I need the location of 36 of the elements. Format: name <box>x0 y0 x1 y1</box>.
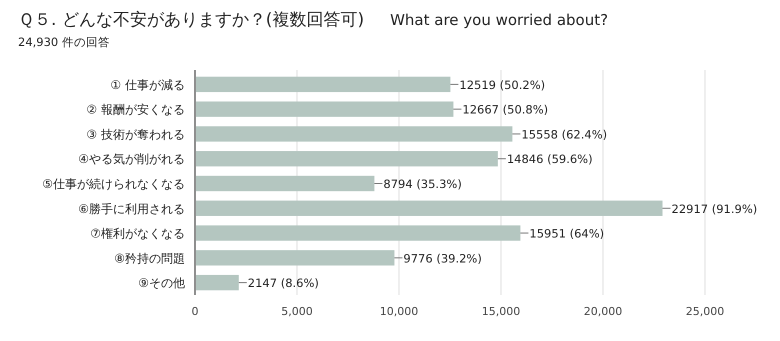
bar <box>196 151 498 166</box>
x-tick-label: 25,000 <box>686 305 724 318</box>
data-label: 12667 (50.8%) <box>462 102 548 117</box>
x-tick-label: 10,000 <box>380 305 418 318</box>
y-tick-label: ⑦権利がなくなる <box>90 226 185 241</box>
bar <box>196 250 394 266</box>
bar <box>196 101 454 117</box>
bar <box>196 225 520 241</box>
data-label: 12519 (50.2%) <box>459 78 546 92</box>
text: What are you worried about? <box>390 11 608 29</box>
y-tick-label: ③ 技術が奪われる <box>86 127 185 142</box>
bar <box>196 126 512 142</box>
y-tick-label: ⑤仕事が続けられなくなる <box>42 177 185 191</box>
chart-title: Ｑ５. どんな不安がありますか？(複数回答可) <box>18 10 364 30</box>
x-tick-label: 5,000 <box>281 305 313 318</box>
data-label: 9776 (39.2%) <box>403 251 482 266</box>
data-label: 8794 (35.3%) <box>383 177 462 191</box>
bar <box>196 274 239 290</box>
y-tick-label: ⑥勝手に利用される <box>78 202 185 216</box>
y-tick-label: ⑧矜持の問題 <box>114 251 185 266</box>
data-label: 15951 (64%) <box>529 226 604 241</box>
bar <box>196 176 374 192</box>
bar <box>196 200 663 216</box>
data-label: 15558 (62.4%) <box>521 127 608 142</box>
text: 24,930 件の回答 <box>18 35 110 49</box>
y-tick-label: ④やる気が削がれる <box>78 152 185 166</box>
data-label: 2147 (8.6%) <box>248 276 319 290</box>
y-tick-label: ① 仕事が減る <box>110 78 185 92</box>
bar <box>196 76 450 92</box>
x-tick-label: 20,000 <box>584 305 622 318</box>
data-label: 22917 (91.9%) <box>672 202 758 216</box>
x-tick-label: 15,000 <box>482 305 520 318</box>
x-tick-label: 0 <box>192 305 198 318</box>
y-tick-label: ② 報酬が安くなる <box>86 102 185 117</box>
data-label: 14846 (59.6%) <box>506 152 593 166</box>
y-tick-label: ⑨その他 <box>138 276 185 290</box>
